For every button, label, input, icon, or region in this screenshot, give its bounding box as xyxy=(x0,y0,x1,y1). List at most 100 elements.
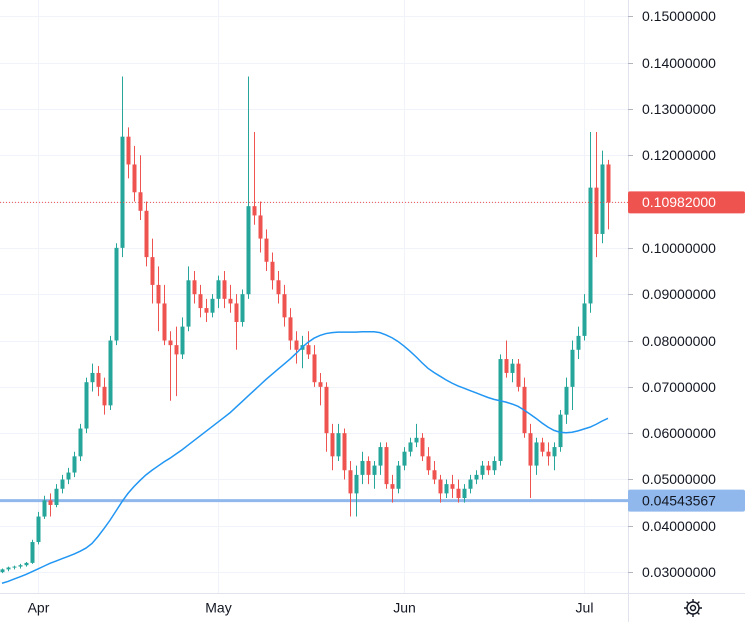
candle-body xyxy=(558,414,563,448)
candle-body xyxy=(330,433,335,457)
candle-body xyxy=(468,479,473,489)
candle-body xyxy=(336,433,341,457)
y-tick-label: 0.13000000 xyxy=(642,101,716,117)
candle-body xyxy=(6,567,11,570)
candle-body xyxy=(234,303,239,322)
y-tick-label: 0.06000000 xyxy=(642,425,716,441)
candle-body xyxy=(492,460,497,471)
x-tick-label: May xyxy=(205,600,231,616)
y-tick-label: 0.10000000 xyxy=(642,240,716,256)
x-tick-label: Apr xyxy=(28,600,50,616)
candle-body xyxy=(348,470,353,494)
y-tick-label: 0.12000000 xyxy=(642,147,716,163)
y-tick-label: 0.15000000 xyxy=(642,8,716,24)
candle-body xyxy=(120,136,125,248)
candle-body xyxy=(246,206,251,295)
candle-body xyxy=(354,474,359,494)
candle-body xyxy=(210,298,215,313)
candle-body xyxy=(228,298,233,304)
candle-body xyxy=(570,349,575,387)
gear-teeth xyxy=(684,599,702,617)
candle-body xyxy=(414,437,419,443)
candle-body xyxy=(162,303,167,341)
candle-body xyxy=(90,372,95,383)
y-tick-label: 0.03000000 xyxy=(642,564,716,580)
candle-body xyxy=(30,542,35,563)
y-tick-label: 0.14000000 xyxy=(642,55,716,71)
candle-body xyxy=(378,447,383,466)
candle-body xyxy=(132,164,137,193)
level-label: 0.04543567 xyxy=(642,492,716,508)
candle-body xyxy=(78,428,83,457)
settings-gear[interactable] xyxy=(684,599,702,617)
candle-body xyxy=(198,294,203,309)
candle-body xyxy=(366,460,371,475)
candle-body xyxy=(60,479,65,489)
candle-body xyxy=(480,465,485,475)
candle-body xyxy=(360,460,365,475)
y-tick-label: 0.08000000 xyxy=(642,333,716,349)
candle-body xyxy=(0,569,5,573)
axes: 0.03000000 0.04000000 0.05000000 0.06000000… xyxy=(28,8,745,616)
candle-body xyxy=(486,465,491,471)
candle-body xyxy=(240,294,245,322)
candle-body xyxy=(222,280,227,299)
candle-body xyxy=(84,382,89,429)
candle-body xyxy=(342,433,347,471)
candle-body xyxy=(588,187,593,304)
candle-body xyxy=(126,136,131,165)
candle-body xyxy=(144,210,149,258)
candle-body xyxy=(288,317,293,341)
candle-body xyxy=(606,164,611,203)
candle-body xyxy=(498,359,503,461)
candle-body xyxy=(540,442,545,452)
y-tick-label: 0.07000000 xyxy=(642,379,716,395)
candle-body xyxy=(594,187,599,234)
candle-body xyxy=(462,488,467,499)
candle-body xyxy=(264,238,269,262)
candle-body xyxy=(216,280,221,299)
candle-body xyxy=(408,442,413,452)
candle-body xyxy=(150,257,155,285)
level-badge xyxy=(628,489,745,512)
candle-body xyxy=(516,363,521,387)
candle-body xyxy=(444,484,449,494)
candle-body xyxy=(504,359,509,373)
y-tick-label: 0.05000000 xyxy=(642,471,716,487)
candle-body xyxy=(18,565,23,567)
candle-body xyxy=(72,456,77,473)
candle-body xyxy=(258,215,263,239)
moving-average-line xyxy=(1,330,609,584)
candle-body xyxy=(312,354,317,383)
candle-body xyxy=(204,308,209,313)
candle-body xyxy=(282,294,287,318)
grid xyxy=(0,0,628,593)
candle-body xyxy=(450,484,455,489)
candle-body xyxy=(528,433,533,466)
candle-body xyxy=(102,386,107,406)
candle-body xyxy=(276,280,281,295)
candle-body xyxy=(54,488,59,505)
candle-body xyxy=(306,345,311,355)
candle-body xyxy=(456,488,461,499)
candle-body xyxy=(66,472,71,480)
candle-body xyxy=(600,164,605,234)
x-tick-label: Jun xyxy=(393,600,416,616)
candle-body xyxy=(294,340,299,350)
candle-body xyxy=(114,247,119,341)
candle-body xyxy=(270,261,275,281)
candle-body xyxy=(180,326,185,355)
gear-hub xyxy=(689,604,697,612)
candle-body xyxy=(372,465,377,475)
candle-body xyxy=(186,280,191,327)
candle-body xyxy=(156,284,161,304)
y-tick-label: 0.09000000 xyxy=(642,286,716,302)
candle-body xyxy=(438,479,443,494)
y-tick-label: 0.04000000 xyxy=(642,518,716,534)
plot xyxy=(0,76,628,584)
candle-body xyxy=(564,386,569,415)
candle-body xyxy=(552,447,557,457)
candle-body xyxy=(318,382,323,387)
price-label: 0.10982000 xyxy=(642,194,716,210)
